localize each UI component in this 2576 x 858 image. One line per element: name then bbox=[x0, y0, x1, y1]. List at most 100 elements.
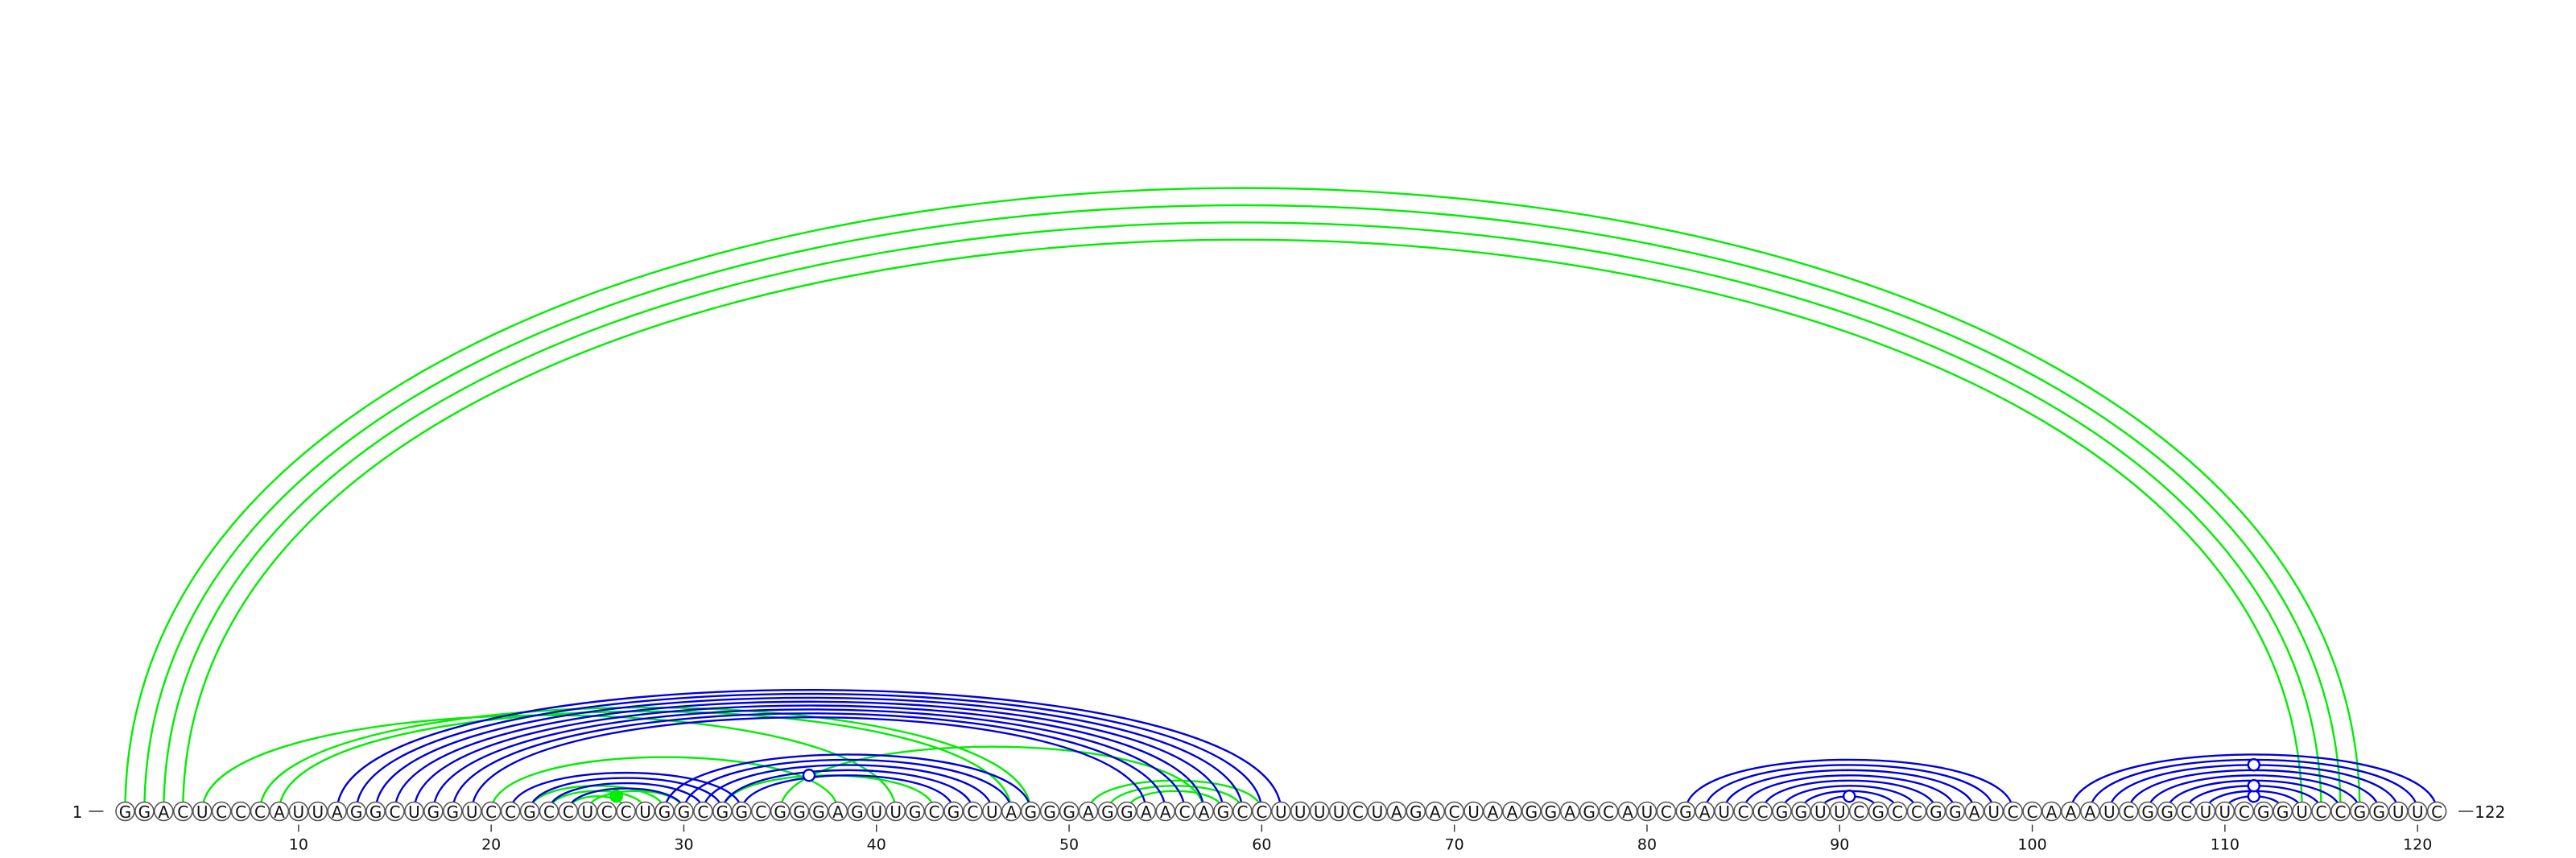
nucleotide-circle bbox=[808, 801, 829, 822]
nucleotide-letter: G bbox=[1043, 802, 1056, 822]
nucleotide-letter: C bbox=[390, 802, 401, 822]
blue-arc-14-59 bbox=[374, 696, 1244, 812]
nucleotide-45: C bbox=[963, 801, 983, 822]
nucleotide-letter: G bbox=[909, 802, 922, 822]
nucleotide-letter: A bbox=[332, 802, 343, 822]
nucleotide-7: C bbox=[230, 801, 251, 822]
blue-arc-32-45 bbox=[721, 769, 974, 812]
base-pair-arcs bbox=[124, 187, 2438, 812]
nucleotide-79: A bbox=[1617, 801, 1638, 822]
blue-arc-31-46 bbox=[702, 764, 993, 812]
tick-label-120: 120 bbox=[2403, 836, 2432, 854]
nucleotide-circle bbox=[731, 801, 752, 822]
nucleotide-circle bbox=[1444, 801, 1464, 822]
green-arc-35-57 bbox=[778, 745, 1205, 812]
nucleotide-circle bbox=[1675, 801, 1696, 822]
nucleotide-letter: A bbox=[2085, 802, 2096, 822]
nucleotide-letter: C bbox=[1757, 802, 1769, 822]
nucleotide-111: C bbox=[2234, 801, 2255, 822]
nucleotide-letter: G bbox=[947, 802, 960, 822]
nucleotide-circle bbox=[461, 801, 482, 822]
nucleotide-circle bbox=[1001, 801, 1022, 822]
tick-label-20: 20 bbox=[481, 836, 501, 854]
blue-open-marker bbox=[2247, 779, 2260, 793]
nucleotide-circle bbox=[1328, 801, 1349, 822]
nucleotide-circle bbox=[2369, 801, 2389, 822]
nucleotide-letter: G bbox=[1121, 802, 1133, 822]
nucleotide-51: A bbox=[1078, 801, 1099, 822]
blue-arc-23-31 bbox=[547, 782, 704, 812]
nucleotide-circle bbox=[346, 801, 366, 822]
nucleotide-58: G bbox=[1213, 801, 1233, 822]
nucleotide-letter: U bbox=[986, 802, 998, 822]
nucleotide-91: C bbox=[1848, 801, 1869, 822]
blue-arc-18-55 bbox=[452, 712, 1166, 812]
nucleotide-circle bbox=[1078, 801, 1099, 822]
nucleotide-letter: U bbox=[2219, 802, 2231, 822]
nucleotide-71: U bbox=[1463, 801, 1484, 822]
nucleotide-106: G bbox=[2137, 801, 2158, 822]
nucleotide-letter: U bbox=[2103, 802, 2116, 822]
nucleotide-circle bbox=[2118, 801, 2139, 822]
nucleotide-35: G bbox=[770, 801, 791, 822]
nucleotide-63: U bbox=[1309, 801, 1330, 822]
nucleotide-circle bbox=[2273, 801, 2293, 822]
sequence-start-label: 1 bbox=[72, 802, 83, 822]
nucleotide-letter: U bbox=[196, 802, 208, 822]
nucleotide-circle bbox=[1598, 801, 1619, 822]
nucleotide-circle bbox=[597, 801, 617, 822]
nucleotide-circle bbox=[2157, 801, 2178, 822]
nucleotide-circle bbox=[1887, 801, 1908, 822]
nucleotide-circle bbox=[154, 801, 174, 822]
nucleotide-letter: C bbox=[621, 802, 632, 822]
nucleotide-letter: C bbox=[216, 802, 227, 822]
nucleotide-letter: U bbox=[890, 802, 902, 822]
nucleotide-circle bbox=[134, 801, 155, 822]
nucleotide-circle bbox=[192, 801, 213, 822]
nucleotide-letter: G bbox=[1776, 802, 1789, 822]
nucleotide-letter: G bbox=[2277, 802, 2289, 822]
nucleotide-22: G bbox=[519, 801, 540, 822]
nucleotide-43: C bbox=[924, 801, 944, 822]
nucleotide-letter: C bbox=[563, 802, 574, 822]
nucleotide-letter: C bbox=[697, 802, 708, 822]
nucleotide-letter: G bbox=[2373, 802, 2386, 822]
nucleotide-circle bbox=[2292, 801, 2312, 822]
nucleotide-108: C bbox=[2176, 801, 2197, 822]
nucleotide-circle bbox=[1945, 801, 1966, 822]
nucleotide-53: G bbox=[1117, 801, 1137, 822]
nucleotide-circle bbox=[577, 801, 598, 822]
blue-arc-16-57 bbox=[413, 704, 1205, 812]
nucleotide-113: G bbox=[2273, 801, 2293, 822]
nucleotide-circle bbox=[2041, 801, 2062, 822]
nucleotide-30: G bbox=[674, 801, 694, 822]
green-arc-2-116 bbox=[143, 204, 2342, 812]
nucleotide-57: A bbox=[1194, 801, 1214, 822]
nucleotide-letter: U bbox=[1641, 802, 1653, 822]
nucleotide-13: G bbox=[346, 801, 366, 822]
nucleotide-circle bbox=[1232, 801, 1253, 822]
nucleotide-82: G bbox=[1675, 801, 1696, 822]
nucleotide-letter: G bbox=[851, 802, 864, 822]
nucleotide-circle bbox=[1810, 801, 1831, 822]
nucleotide-circle bbox=[211, 801, 232, 822]
nucleotide-letter: U bbox=[293, 802, 305, 822]
nucleotide-87: G bbox=[1772, 801, 1792, 822]
nucleotide-letter: U bbox=[312, 802, 324, 822]
nucleotide-circle bbox=[250, 801, 270, 822]
nucleotide-letter: G bbox=[1679, 802, 1692, 822]
nucleotide-93: C bbox=[1887, 801, 1908, 822]
nucleotide-38: A bbox=[828, 801, 848, 822]
nucleotide-circle bbox=[2003, 801, 2023, 822]
nucleotide-letter: U bbox=[581, 802, 593, 822]
nucleotide-circle bbox=[1039, 801, 1060, 822]
nucleotide-24: C bbox=[558, 801, 579, 822]
nucleotide-61: U bbox=[1271, 801, 1291, 822]
nucleotide-circle bbox=[1367, 801, 1388, 822]
nucleotide-circle bbox=[1656, 801, 1677, 822]
nucleotide-28: U bbox=[635, 801, 655, 822]
nucleotide-letter: U bbox=[870, 802, 882, 822]
nucleotide-circle bbox=[2311, 801, 2331, 822]
nucleotide-circle bbox=[2195, 801, 2216, 822]
